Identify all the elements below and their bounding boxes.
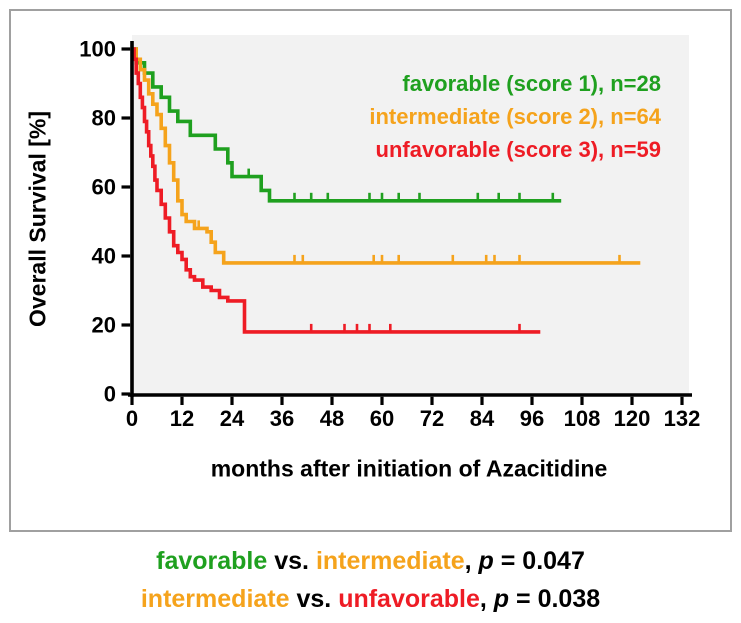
legend-unfavorable: unfavorable (score 3), n=59 bbox=[376, 137, 662, 162]
x-tick-label: 84 bbox=[470, 406, 495, 431]
y-tick-label: 0 bbox=[104, 382, 116, 407]
y-tick-label: 60 bbox=[92, 175, 116, 200]
stat-segment: intermediate bbox=[140, 585, 290, 613]
x-tick-label: 72 bbox=[420, 406, 444, 431]
x-tick-label: 12 bbox=[170, 406, 194, 431]
x-tick-label: 36 bbox=[270, 406, 294, 431]
x-axis-title: months after initiation of Azacitidine bbox=[210, 455, 608, 482]
x-tick-label: 60 bbox=[370, 406, 394, 431]
x-tick-label: 0 bbox=[126, 406, 138, 431]
stat-segment: vs. bbox=[289, 585, 339, 613]
y-axis-title: Overall Survival [%] bbox=[24, 110, 51, 328]
legend-intermediate: intermediate (score 2), n=64 bbox=[369, 104, 661, 129]
pvalue-line: intermediate vs. unfavorable, p = 0.038 bbox=[0, 580, 741, 618]
y-tick-label: 80 bbox=[92, 106, 116, 131]
stat-segment: intermediate bbox=[315, 547, 465, 575]
x-tick-label: 120 bbox=[614, 406, 651, 431]
x-tick-label: 48 bbox=[320, 406, 344, 431]
stat-segment: , bbox=[464, 547, 479, 575]
stat-segment: unfavorable bbox=[338, 585, 480, 613]
km-curve-intermediate bbox=[132, 47, 641, 265]
legend-favorable: favorable (score 1), n=28 bbox=[402, 71, 661, 96]
y-tick-label: 100 bbox=[79, 37, 116, 62]
pvalue-line: favorable vs. intermediate, p = 0.047 bbox=[0, 542, 741, 580]
pvalue-stats: favorable vs. intermediate, p = 0.047 int… bbox=[0, 542, 741, 618]
y-tick-label: 40 bbox=[92, 244, 116, 269]
plot-background bbox=[132, 35, 689, 395]
stat-segment: vs. bbox=[267, 547, 316, 575]
survival-chart: 0 20 40 60 80 100 0 12 24 36 48 60 72 84 96 108 120 132 fa… bbox=[79, 35, 701, 431]
chart-panel: 0 20 40 60 80 100 0 12 24 36 48 60 72 84 96 108 120 132 fa… bbox=[9, 9, 732, 532]
x-tick-label: 24 bbox=[220, 406, 245, 431]
x-tick-label: 96 bbox=[520, 406, 544, 431]
stat-segment: p bbox=[493, 585, 510, 613]
x-tick-label: 108 bbox=[564, 406, 601, 431]
x-tick-label: 132 bbox=[664, 406, 701, 431]
km-curve-unfavorable bbox=[132, 47, 541, 334]
y-tick-label: 20 bbox=[92, 313, 116, 338]
stat-segment: , bbox=[479, 585, 494, 613]
stat-segment: favorable bbox=[156, 547, 268, 575]
stat-segment: p bbox=[478, 547, 494, 575]
stat-segment: = 0.047 bbox=[493, 547, 585, 575]
stat-segment: = 0.038 bbox=[509, 585, 601, 613]
